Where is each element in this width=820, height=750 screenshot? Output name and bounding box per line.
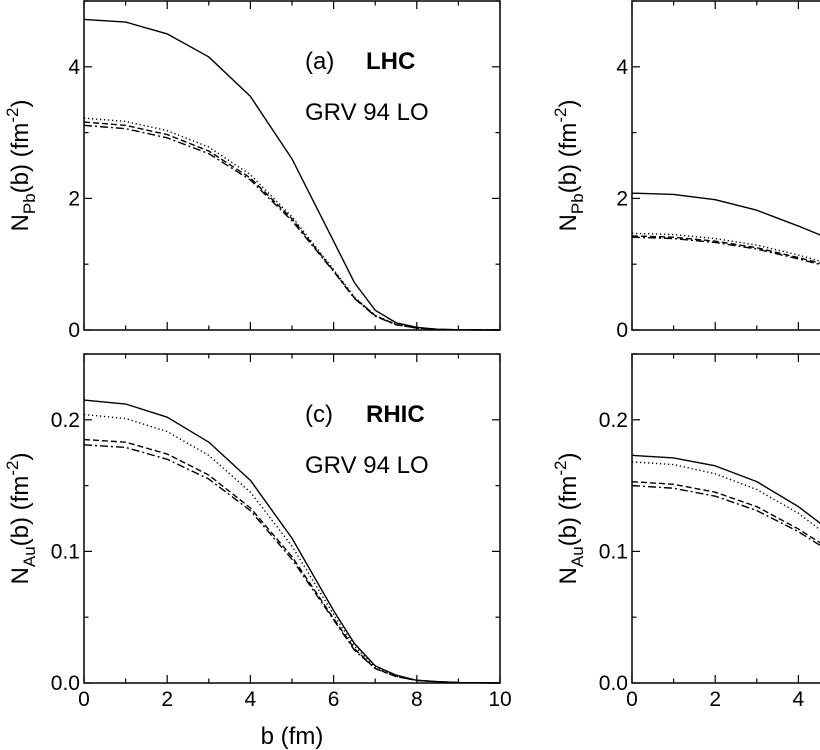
y-axis-title-part: Pb bbox=[568, 193, 587, 214]
y-axis-title-part: N bbox=[555, 567, 582, 584]
y-axis-title-part: ) bbox=[7, 100, 34, 108]
y-axis-title-part: (b) bbox=[7, 517, 34, 546]
series-dotted bbox=[83, 117, 501, 331]
series-solid bbox=[83, 399, 501, 684]
y-axis-title-part: (b) bbox=[7, 164, 34, 193]
y-tick-label: 0.1 bbox=[599, 540, 628, 563]
series-dashed bbox=[631, 235, 820, 264]
x-tick-label: 2 bbox=[161, 688, 173, 711]
y-axis-title-part: Pb bbox=[20, 193, 39, 214]
y-axis-title-part: (fm bbox=[7, 123, 34, 164]
y-tick-label: 0.0 bbox=[599, 672, 628, 695]
y-axis-title-part: -2 bbox=[3, 108, 22, 123]
series-dotted bbox=[83, 413, 501, 684]
panel-d: 0.00.10.2024bNAu(b) (fm-2) bbox=[551, 353, 820, 711]
panel-a: 0 2 4 NPb(b) (fm-2) (a) LHC GRV 94 LO bbox=[3, 0, 501, 342]
y-axis-title-part: Au bbox=[568, 546, 587, 567]
y-axis-title-part: ) bbox=[555, 100, 582, 108]
y-axis-title-part: ) bbox=[555, 453, 582, 461]
y-axis-title-part: (fm bbox=[555, 476, 582, 517]
plot-frame bbox=[83, 0, 501, 331]
y-axis-title-part: N bbox=[7, 567, 34, 584]
series-solid bbox=[631, 454, 820, 525]
y-tick-label: 0.0 bbox=[51, 672, 80, 695]
y-axis-title-part: Au bbox=[20, 546, 39, 567]
y-tick-label: 0.2 bbox=[599, 409, 628, 432]
x-tick-label: 4 bbox=[245, 688, 257, 711]
panel-tag: (a) bbox=[305, 48, 334, 75]
x-tick-label: 10 bbox=[488, 688, 511, 711]
series-dashed bbox=[83, 121, 501, 331]
x-tick-label: 6 bbox=[328, 688, 340, 711]
y-tick-label: 0 bbox=[616, 319, 628, 342]
series-dotted bbox=[631, 461, 820, 531]
collider-label: LHC bbox=[366, 48, 415, 75]
x-axis-title: b (fm) bbox=[261, 723, 324, 750]
panel-b: 0 2 4 NPb(b) (fm-2) bbox=[551, 0, 820, 342]
collider-label: RHIC bbox=[366, 401, 425, 428]
y-axis-title-part: (b) bbox=[555, 164, 582, 193]
pdf-label: GRV 94 LO bbox=[305, 99, 429, 126]
y-axis-title-part: -2 bbox=[551, 461, 570, 476]
x-tick-label: 2 bbox=[709, 688, 721, 711]
panel-c: 0.0 0.1 0.2 0 2 4 6 8 10 b (fm) NAu(b) (fm-2) (c) RH… bbox=[3, 353, 512, 750]
y-axis-title-part: -2 bbox=[3, 461, 22, 476]
x-tick-label: 0 bbox=[78, 688, 90, 711]
y-axis-title-part: -2 bbox=[551, 108, 570, 123]
series-dash-dot bbox=[83, 124, 501, 331]
plot-frame bbox=[83, 353, 501, 684]
y-tick-label: 2 bbox=[68, 187, 80, 210]
y-tick-label: 0.1 bbox=[51, 540, 80, 563]
plot-frame bbox=[631, 353, 820, 684]
y-axis-title: NAu(b) (fm-2) bbox=[551, 453, 587, 585]
series-solid bbox=[83, 18, 501, 331]
x-tick-label: 4 bbox=[793, 688, 805, 711]
series-dash-dot bbox=[631, 236, 820, 266]
y-tick-label: 0.2 bbox=[51, 409, 80, 432]
y-tick-label: 4 bbox=[68, 56, 80, 79]
y-axis-title: NAu(b) (fm-2) bbox=[3, 453, 39, 585]
y-axis-title-part: (b) bbox=[555, 517, 582, 546]
pdf-label: GRV 94 LO bbox=[305, 452, 429, 479]
y-axis-title-part: (fm bbox=[555, 123, 582, 164]
y-tick-label: 2 bbox=[616, 187, 628, 210]
series-dash-dot bbox=[83, 444, 501, 684]
y-tick-label: 0 bbox=[68, 319, 80, 342]
series-solid bbox=[631, 192, 820, 236]
x-tick-label: 0 bbox=[626, 688, 638, 711]
panel-tag: (c) bbox=[305, 401, 333, 428]
series-dash-dot bbox=[631, 484, 820, 547]
x-tick-label: 8 bbox=[411, 688, 423, 711]
y-axis-title-part: N bbox=[7, 214, 34, 231]
plot-frame bbox=[631, 0, 820, 331]
y-axis-title-part: ) bbox=[7, 453, 34, 461]
series-dashed bbox=[83, 438, 501, 684]
y-axis-title-part: N bbox=[555, 214, 582, 231]
y-axis-title: NPb(b) (fm-2) bbox=[551, 100, 587, 232]
y-axis-title: NPb(b) (fm-2) bbox=[3, 100, 39, 232]
y-axis-title-part: (fm bbox=[7, 476, 34, 517]
y-tick-label: 4 bbox=[616, 56, 628, 79]
series-dashed bbox=[631, 480, 820, 544]
